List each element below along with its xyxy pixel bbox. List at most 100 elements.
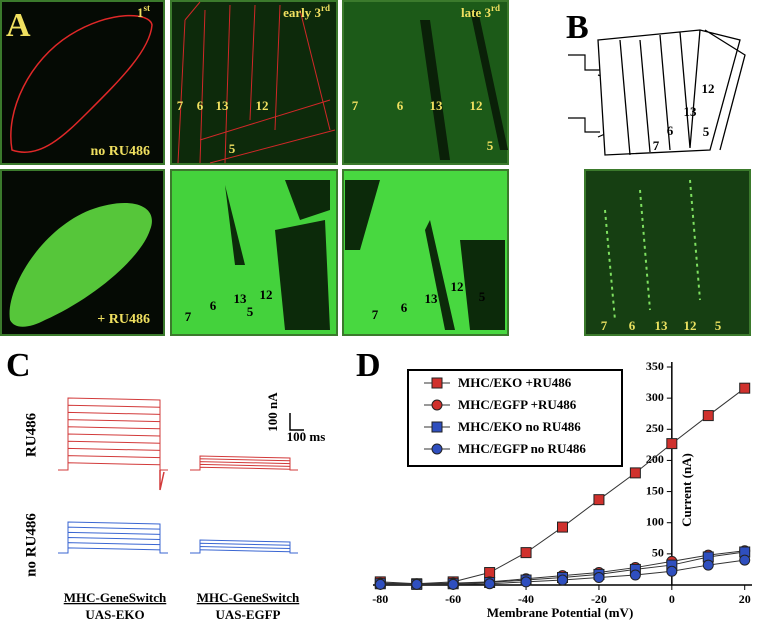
data-point <box>739 554 751 566</box>
trace <box>190 455 298 471</box>
stage-label: early 3rd <box>283 3 330 20</box>
stage-base: 1 <box>137 5 144 20</box>
muscle-label: 6 <box>629 318 636 333</box>
condition-label: + RU486 <box>97 312 150 327</box>
trace <box>58 404 168 471</box>
data-point <box>739 382 751 394</box>
trace <box>190 539 298 554</box>
muscle-label: 7 <box>352 98 359 113</box>
trace <box>190 549 298 554</box>
larva-green <box>9 202 152 327</box>
y-tick-label: 100 <box>646 514 664 528</box>
data-point <box>666 438 678 450</box>
data-point <box>374 578 386 590</box>
stage-sup: rd <box>321 3 330 13</box>
data-point <box>702 559 714 571</box>
y-tick-label: 150 <box>646 483 664 497</box>
muscle-label: 6 <box>401 300 408 315</box>
data-point <box>593 494 605 506</box>
stage-sup: rd <box>491 3 500 13</box>
y-tick-label: 50 <box>652 546 664 560</box>
genotype-label: MHC-GeneSwitch <box>197 590 300 605</box>
data-point <box>629 569 641 581</box>
panel-label: C <box>6 347 31 384</box>
data-point <box>666 565 678 577</box>
muscle-outline <box>177 1 336 164</box>
trace <box>58 397 168 471</box>
muscle-label: 13 <box>684 104 698 119</box>
legend-label: MHC/EGFP no RU486 <box>458 441 586 456</box>
nmj-staining <box>604 179 701 321</box>
scale-bar <box>289 413 304 431</box>
stage-label: late 3rd <box>461 3 500 20</box>
y-tick-label: 300 <box>646 390 664 404</box>
muscle-label: 6 <box>197 98 204 113</box>
muscle-label: 7 <box>177 98 184 113</box>
y-axis-label: Current (nA) <box>679 453 694 527</box>
stage-label: 1st <box>137 3 150 20</box>
data-point <box>520 576 532 588</box>
x-tick-label: -60 <box>445 592 461 606</box>
panel-label: B <box>566 9 589 46</box>
legend-label: MHC/EKO no RU486 <box>458 419 581 434</box>
trace <box>58 447 168 471</box>
stage-base: late 3 <box>461 5 491 20</box>
muscle-label: 12 <box>684 318 697 333</box>
muscle-shadow <box>420 10 508 160</box>
muscle-label: 7 <box>653 138 660 153</box>
y-tick-label: 350 <box>646 359 664 373</box>
data-point <box>520 547 532 559</box>
x-tick-label: 0 <box>669 592 675 606</box>
larva-outline <box>10 14 153 153</box>
legend-marker <box>431 377 443 389</box>
trace <box>58 521 168 554</box>
muscle-label: 5 <box>703 124 710 139</box>
panel-label: D <box>356 347 381 384</box>
data-point <box>593 572 605 584</box>
muscle-label: 7 <box>185 309 192 324</box>
row-label: RU486 <box>23 412 39 457</box>
muscle-label: 5 <box>487 138 494 153</box>
scale-label: 100 nA <box>265 392 280 432</box>
data-point <box>557 521 568 533</box>
legend-marker <box>431 399 443 411</box>
muscle-label: 7 <box>601 318 608 333</box>
panel-label: A <box>6 7 31 44</box>
trace <box>190 466 298 471</box>
genotype-label: MHC-GeneSwitch <box>64 590 167 605</box>
x-axis-label: Membrane Potential (mV) <box>487 605 634 620</box>
image-tile <box>584 169 751 336</box>
muscle-label: 13 <box>425 291 439 306</box>
electrode <box>568 54 661 138</box>
data-point <box>484 567 496 579</box>
x-tick-label: 20 <box>739 592 751 606</box>
legend-marker <box>431 421 443 433</box>
muscle-label: 12 <box>260 287 273 302</box>
legend-label: MHC/EKO +RU486 <box>458 375 572 390</box>
muscle-label: 5 <box>247 304 254 319</box>
row-label: no RU486 <box>23 513 39 577</box>
muscle-label: 12 <box>256 98 269 113</box>
scale-label: 100 ms <box>287 429 326 444</box>
muscle-label: 6 <box>397 98 404 113</box>
data-point <box>484 578 496 590</box>
genotype-label: UAS-EKO <box>85 607 144 622</box>
y-tick-label: 200 <box>646 452 664 466</box>
tail-current <box>159 470 165 491</box>
muscle-label: 5 <box>715 318 722 333</box>
stage-base: early 3 <box>283 5 321 20</box>
trace <box>58 536 168 554</box>
muscle-label: 12 <box>451 279 464 294</box>
stage-sup: st <box>144 3 151 13</box>
muscle-label: 6 <box>210 298 217 313</box>
muscle-diagram <box>597 29 746 156</box>
x-tick-label: -40 <box>518 592 534 606</box>
data-point <box>447 578 459 590</box>
trace <box>58 547 168 554</box>
genotype-label: UAS-EGFP <box>216 607 281 622</box>
data-point <box>702 410 714 422</box>
current-traces <box>58 397 298 554</box>
muscle-label: 13 <box>655 318 669 333</box>
condition-label: no RU486 <box>90 144 150 159</box>
